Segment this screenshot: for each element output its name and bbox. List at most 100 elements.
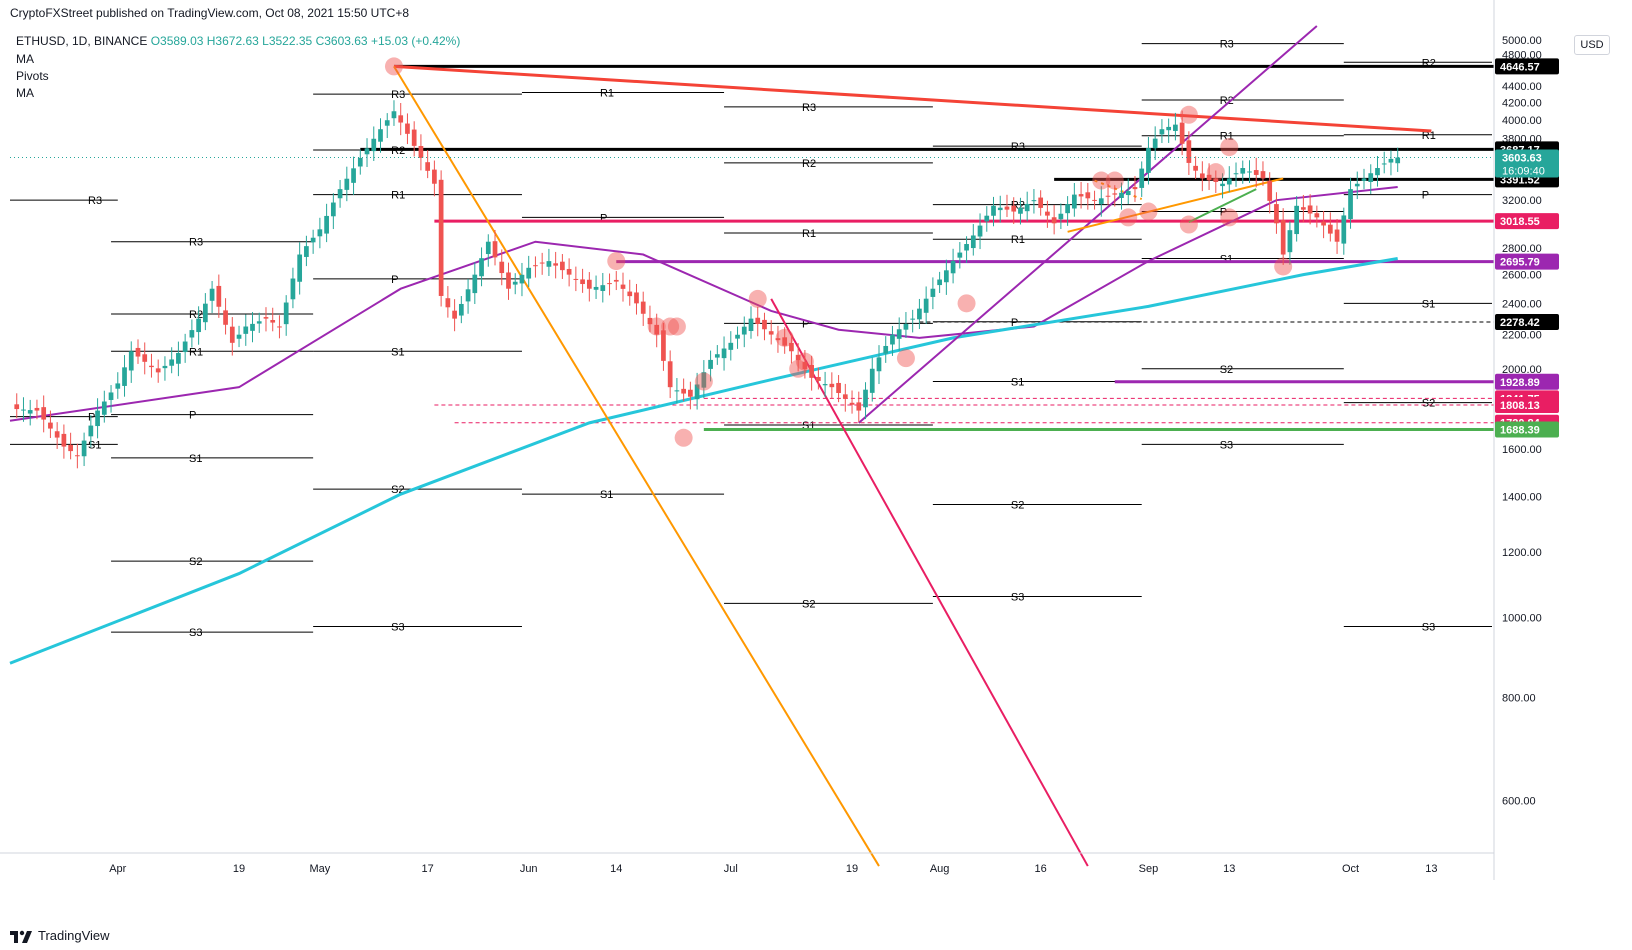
- pivot-label: P: [189, 410, 196, 422]
- trendline: [1067, 177, 1284, 233]
- candle-body: [600, 285, 606, 291]
- pivot-levels: R3 P S1 R3 R2 R1 P S1 S2 S3 R3 R2 R1 P S1 S2 S3 R1 P S1 R3 R2…: [10, 39, 1492, 639]
- candle-body: [512, 281, 518, 285]
- candle-body: [546, 261, 552, 267]
- candle-body: [613, 279, 619, 282]
- y-tick-label: 4200.00: [1502, 98, 1542, 110]
- candle-body: [202, 303, 208, 323]
- indicator-ma-2[interactable]: MA: [16, 86, 34, 100]
- change-value: +15.03 (+0.42%): [370, 34, 461, 48]
- candle-body: [1388, 158, 1394, 163]
- x-tick-label: 13: [1223, 863, 1235, 875]
- candle-body: [741, 326, 747, 335]
- candle-body: [748, 318, 754, 332]
- x-tick-label: 17: [422, 863, 434, 875]
- symbol-ohlc-line: ETHUSD, 1D, BINANCE O3589.03 H3672.63 L3…: [16, 34, 460, 48]
- candle-body: [580, 279, 585, 285]
- candle-body: [223, 310, 228, 325]
- level-price-text: 1808.13: [1500, 400, 1540, 412]
- level-price-tag: [1495, 396, 1559, 413]
- candle-body: [822, 384, 828, 386]
- candle-body: [216, 285, 222, 307]
- x-tick-label: Apr: [109, 863, 126, 875]
- candle-body: [95, 410, 100, 427]
- y-tick-label: 2400.00: [1502, 298, 1542, 310]
- level-price-text: 1928.89: [1500, 377, 1540, 389]
- candle-body: [75, 455, 80, 457]
- candle-body: [714, 354, 720, 358]
- candle-body: [519, 274, 525, 284]
- candle-body: [485, 241, 491, 255]
- y-tick-label: 2000.00: [1502, 364, 1542, 376]
- candle-body: [1321, 221, 1326, 226]
- candle-body: [782, 337, 788, 346]
- candle-body: [371, 138, 377, 152]
- candle-body: [566, 268, 572, 275]
- candle-body: [458, 303, 464, 316]
- trendline: [858, 25, 1318, 424]
- candle-body: [297, 254, 303, 282]
- x-tick-label: 19: [846, 863, 858, 875]
- candle-body: [14, 404, 20, 410]
- candle-body: [674, 390, 680, 392]
- symbol-label[interactable]: ETHUSD, 1D, BINANCE: [16, 34, 148, 48]
- trendline: [770, 298, 1089, 867]
- highlight-marker: [957, 294, 976, 313]
- highlight-marker: [1206, 163, 1225, 182]
- highlight-marker: [775, 328, 794, 347]
- candle-body: [607, 283, 612, 285]
- candle-body: [1294, 205, 1300, 235]
- pivot-label: P: [1422, 190, 1429, 202]
- pivot-label: S3: [1220, 439, 1233, 451]
- pivot-label: S1: [1422, 298, 1435, 310]
- highlight-marker: [674, 428, 693, 447]
- candle-body: [1024, 203, 1030, 212]
- pivot-label: R1: [391, 190, 405, 202]
- pivot-label: P: [1011, 317, 1018, 329]
- candle-body: [304, 246, 309, 257]
- candle-body: [176, 352, 181, 364]
- indicator-pivots[interactable]: Pivots: [16, 69, 49, 83]
- candle-body: [1368, 173, 1374, 182]
- horizontal-levels: [360, 64, 1494, 432]
- candle-body: [728, 342, 734, 350]
- candle-body: [1327, 224, 1333, 234]
- candle-body: [539, 262, 545, 264]
- candle-body: [1348, 189, 1353, 220]
- candle-body: [930, 288, 936, 297]
- candle-body: [357, 157, 363, 167]
- x-tick-label: 13: [1425, 863, 1437, 875]
- highlight-marker: [748, 289, 767, 308]
- candle-body: [883, 345, 889, 354]
- candle-body: [1105, 195, 1111, 197]
- indicator-ma-1[interactable]: MA: [16, 52, 34, 66]
- highlight-marker: [647, 317, 666, 336]
- candle-body: [317, 229, 323, 237]
- candle-body: [425, 162, 431, 171]
- candle-body: [1018, 207, 1023, 214]
- candle-body: [499, 261, 505, 274]
- low-value: L3522.35: [262, 34, 313, 48]
- candle-body: [869, 368, 875, 393]
- candle-body: [108, 392, 114, 400]
- currency-button[interactable]: USD: [1574, 35, 1610, 55]
- pivot-label: S3: [1011, 592, 1024, 604]
- highlight-marker: [1092, 171, 1111, 190]
- candle-body: [1186, 140, 1192, 163]
- candle-body: [418, 145, 424, 158]
- pivot-label: P: [1220, 207, 1227, 219]
- candle-body: [391, 111, 397, 119]
- candle-body: [27, 410, 33, 414]
- pivot-label: P: [600, 212, 607, 224]
- pivot-label: R3: [1011, 141, 1025, 153]
- candle-body: [1213, 178, 1219, 182]
- pivot-label: R1: [1011, 234, 1025, 246]
- candle-body: [1152, 138, 1158, 149]
- candle-body: [1247, 171, 1252, 173]
- x-tick-label: Jul: [724, 863, 738, 875]
- y-tick-label: 2200.00: [1502, 330, 1542, 342]
- candle-body: [950, 261, 956, 274]
- pivot-label: S1: [600, 489, 613, 501]
